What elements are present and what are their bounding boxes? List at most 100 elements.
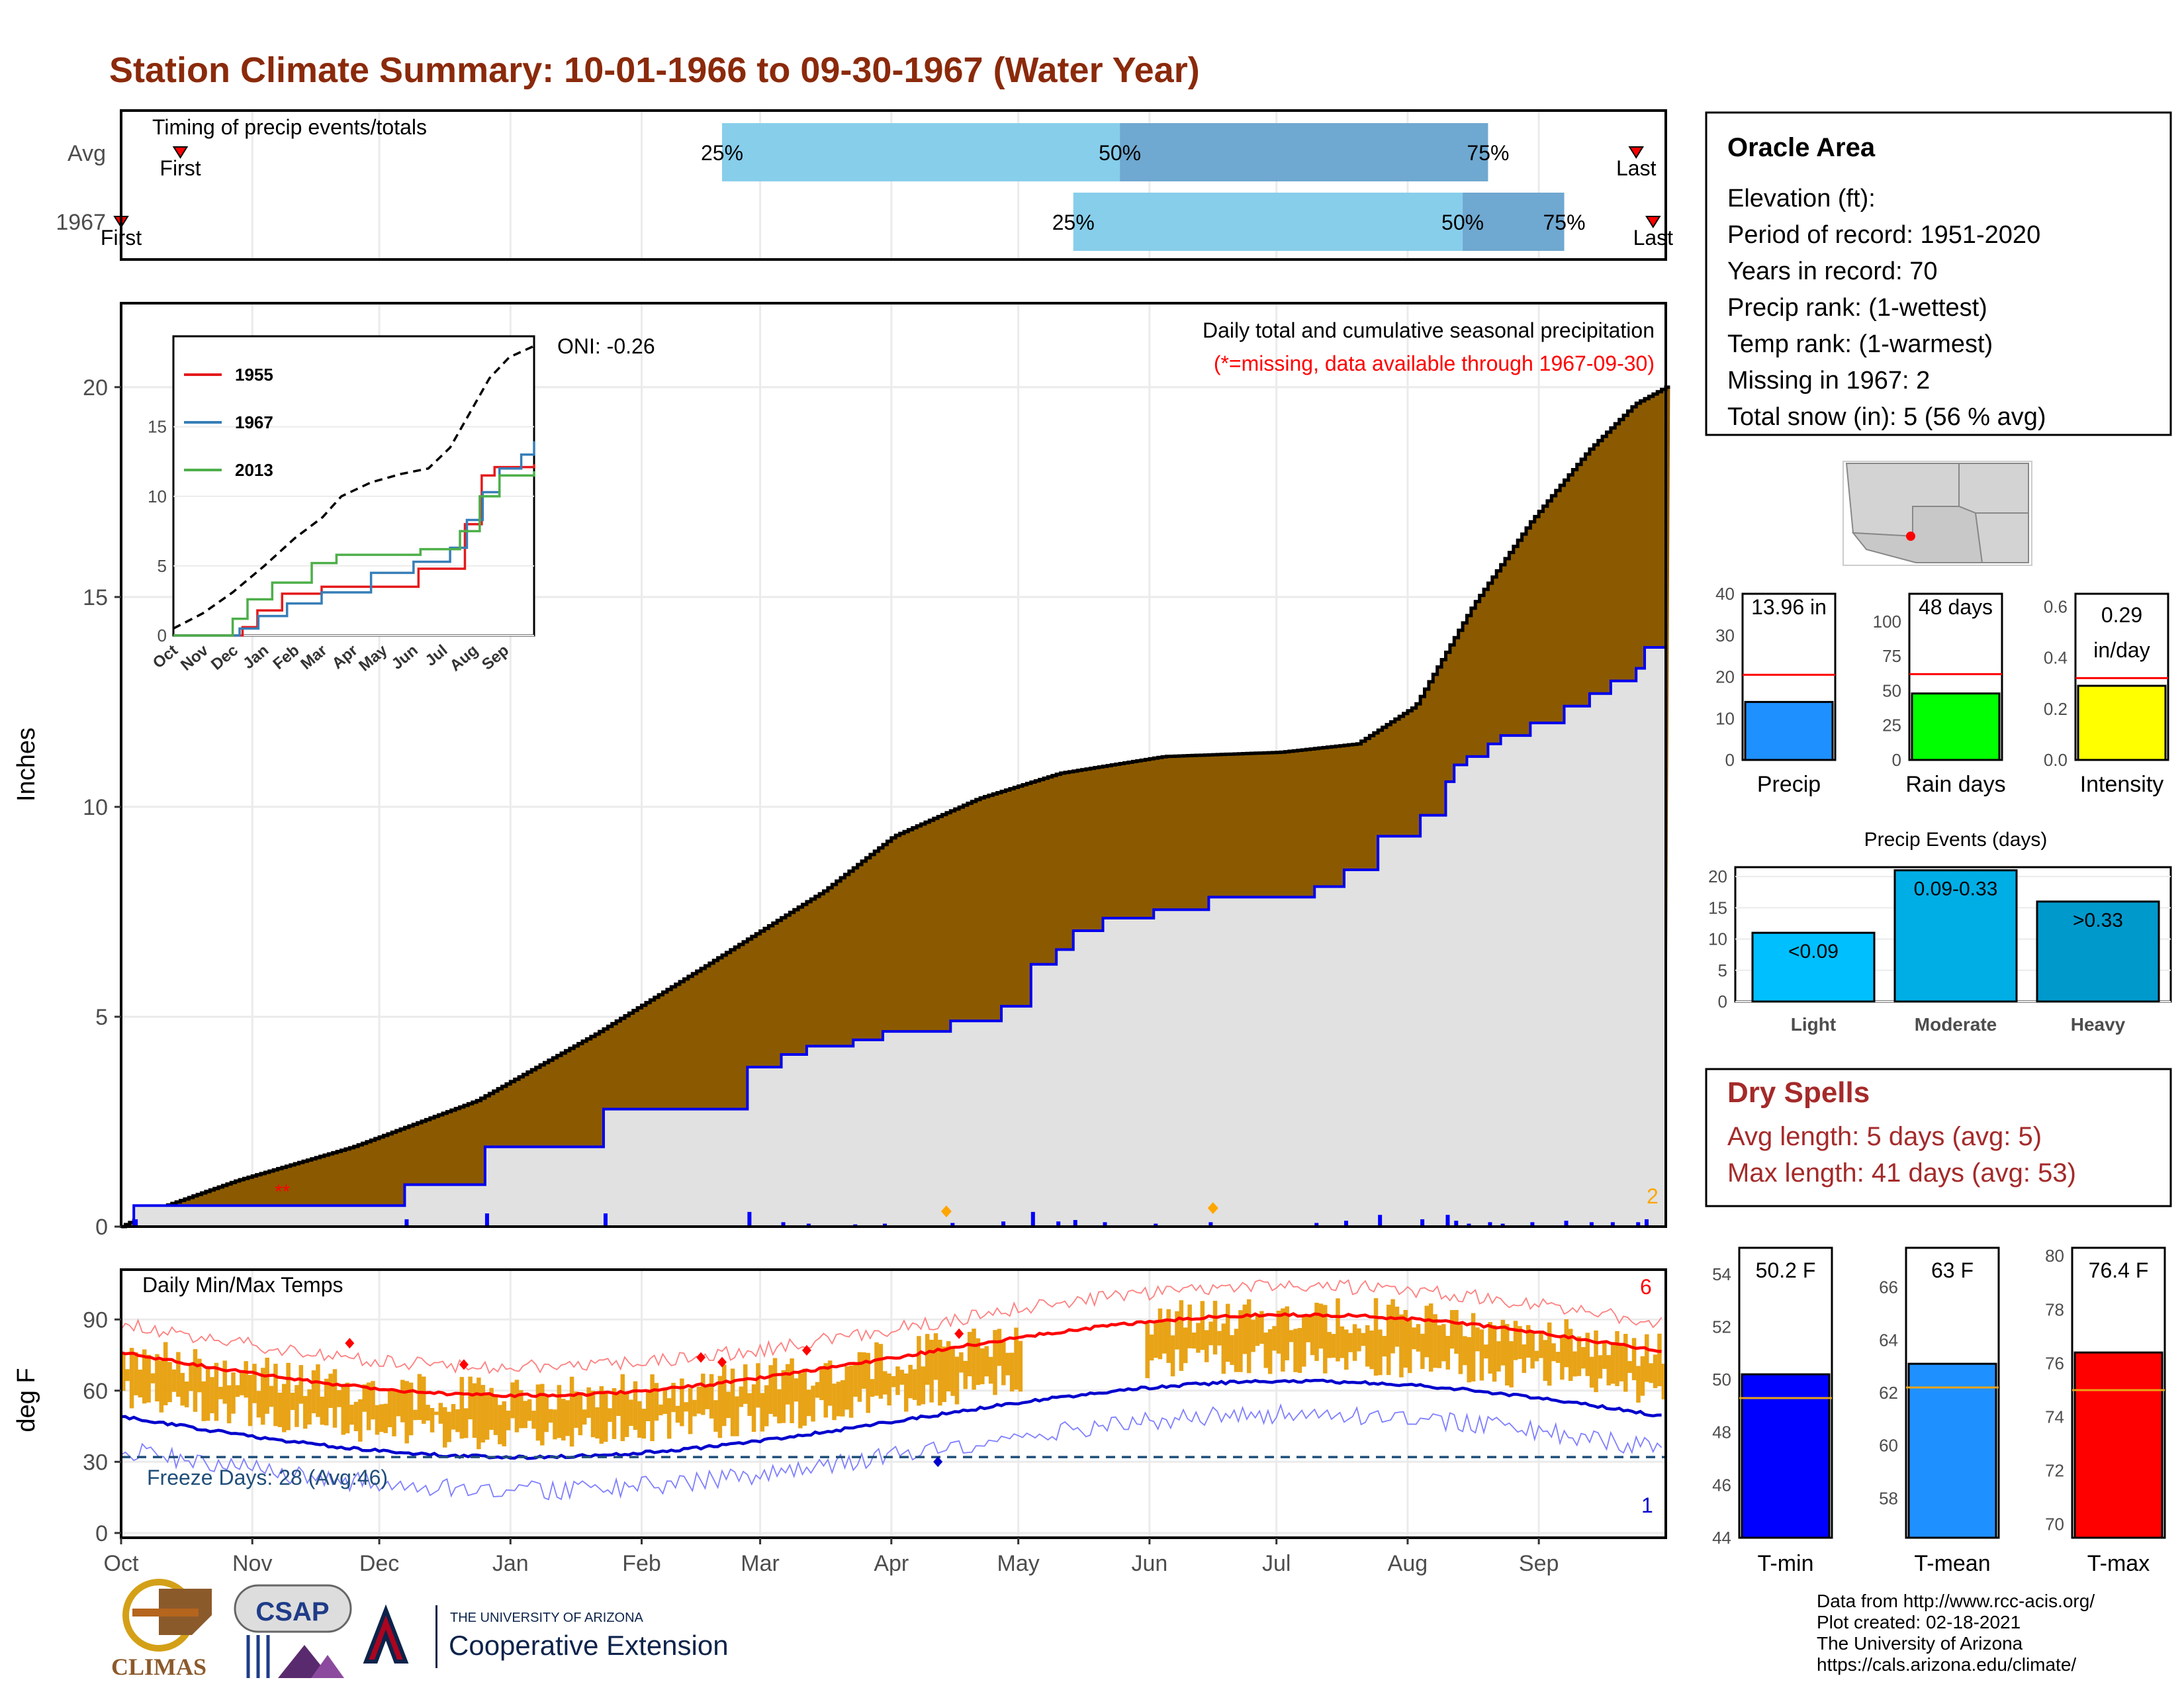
daily-temp-bar [862,1352,866,1389]
timing-q25-label: 25% [1052,211,1095,234]
temp-ytick-label: 30 [83,1450,108,1475]
daily-temp-bar [422,1376,426,1424]
daily-temp-bar [1458,1323,1463,1374]
month-tick-label: Nov [232,1551,272,1576]
missing-marker: ** [275,1181,291,1203]
daily-temp-bar [527,1399,532,1421]
daily-temp-bar [760,1393,765,1432]
daily-temp-bar [1336,1298,1340,1362]
daily-temp-bar [1509,1341,1514,1387]
daily-temp-bar [836,1382,841,1417]
daily-temp-bar [908,1364,913,1399]
daily-temp-bar [498,1405,502,1444]
daily-temp-bar [337,1390,341,1407]
summary-bars: 0 10 20 30 40 13.96 in Precip 0 25 50 75 100 48 days… [1715,584,2169,797]
daily-temp-bar [645,1391,651,1422]
daily-temp-bar [286,1362,291,1430]
daily-precip-bar [883,1223,887,1227]
daily-temp-bar [662,1388,667,1414]
daily-temp-bar [171,1369,177,1392]
daily-temp-bar [764,1385,769,1427]
summary-bar-label: Intensity [2080,772,2164,797]
daily-temp-bar [832,1383,837,1421]
daily-temp-bar [1230,1335,1234,1365]
daily-temp-bar [544,1396,549,1432]
daily-temp-bar [756,1363,760,1408]
daily-temp-bar [1496,1341,1501,1372]
precip-title: Daily total and cumulative seasonal prec… [1203,318,1655,342]
daily-temp-bar [827,1360,833,1406]
daily-temp-bar [599,1386,604,1444]
daily-temp-bar [1467,1336,1471,1383]
daily-temp-bar [1606,1355,1611,1385]
daily-temp-bar [1525,1325,1531,1358]
daily-precip-bar [1073,1220,1077,1227]
daily-temp-bar [595,1407,600,1439]
summary-bar-tick: 25 [1882,716,1901,735]
daily-temp-bar [295,1385,299,1427]
daily-temp-bar [942,1346,947,1402]
daily-temp-bar [798,1373,803,1429]
daily-temp-bar [1386,1304,1391,1376]
climas-logo-text: CLIMAS [111,1654,206,1680]
daily-temp-bar [447,1411,451,1442]
daily-temp-bar [1428,1303,1433,1372]
timing-q75-label: 75% [1543,211,1586,234]
daily-temp-bar [383,1403,388,1433]
timing-label: Timing of precip events/totals [152,115,427,139]
month-tick-label: Jan [492,1551,529,1576]
daily-temp-bar [1187,1304,1192,1348]
inset-xtick-label: Jun [388,641,422,673]
daily-temp-bar [1445,1336,1450,1370]
station-info-line: Temp rank: (1-warmest) [1727,330,1993,358]
timing-q50-label: 50% [1099,141,1141,165]
daily-temp-bar [493,1396,498,1435]
daily-temp-bar [193,1349,198,1412]
daily-temp-bar [654,1383,659,1421]
inset-ytick-label: 0 [158,626,167,645]
daily-temp-bar [248,1375,253,1427]
daily-temp-bar [1522,1344,1527,1374]
daily-temp-bar [1259,1311,1264,1344]
timing-q25-q50-bar [1073,193,1463,251]
daily-precip-bar [603,1213,608,1227]
daily-temp-bar [1475,1327,1480,1352]
daily-temp-bar [375,1405,380,1435]
daily-temp-bar [988,1356,993,1384]
daily-temp-bar [519,1390,523,1429]
temp-summary-tick: 46 [1712,1475,1731,1495]
events-category-label: Heavy [2071,1014,2126,1035]
station-info-line: Period of record: 1951-2020 [1727,221,2040,249]
arizona-map [1843,461,2032,566]
station-location-dot [1906,532,1915,541]
daily-precip-bar [1314,1223,1319,1227]
daily-temp-bar [620,1374,625,1442]
daily-temp-bar [197,1358,202,1393]
daily-temp-bar [806,1389,811,1417]
summary-bar-value: 13.96 in [1751,595,1827,619]
daily-temp-bar [332,1369,338,1428]
daily-temp-bar [442,1407,447,1448]
inset-ytick-label: 5 [158,556,167,576]
daily-temp-bar [870,1379,875,1397]
daily-temp-bar [819,1366,824,1401]
daily-temp-bar [290,1393,295,1410]
daily-temp-bar [328,1374,333,1408]
temp-summary-tick: 70 [2045,1515,2064,1534]
daily-temp-bar [781,1370,786,1423]
month-tick-label: Sep [1519,1551,1559,1576]
events-tick: 20 [1708,867,1727,886]
summary-bar-tick: 30 [1715,626,1735,645]
year-cumulative-line [121,645,1666,1228]
precip-ytick-label: 15 [83,585,108,610]
daily-temp-bar [1382,1336,1387,1357]
events-bar [1893,869,2018,1003]
oni-label: ONI: -0.26 [557,334,655,358]
daily-temp-bar [1488,1322,1492,1374]
daily-temp-bar [815,1382,820,1398]
events-tick: 10 [1708,929,1727,949]
daily-temp-bar [959,1352,964,1373]
daily-temp-bar [1204,1330,1209,1362]
daily-temp-bar [1251,1319,1255,1352]
